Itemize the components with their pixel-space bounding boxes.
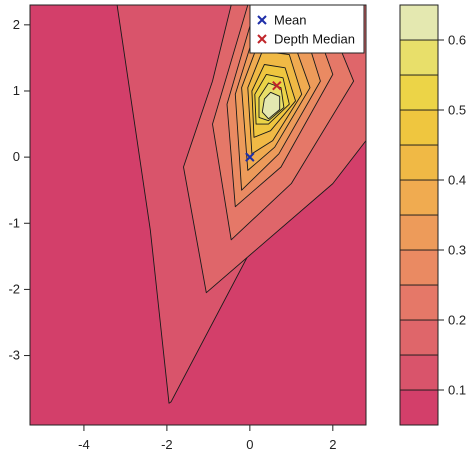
contour-line-0-6 <box>261 91 281 120</box>
colorbar-band <box>399 74 439 111</box>
legend-marker-stroke-b <box>257 34 267 44</box>
colorbar-band <box>399 284 439 321</box>
legend-label: Depth Median <box>274 32 355 47</box>
colorbar-tick-label: 0.6 <box>448 33 466 48</box>
colorbar-band <box>399 109 439 146</box>
plot-panel <box>30 5 366 425</box>
x-axis: -4 -2 0 2 <box>78 425 336 452</box>
colorbar-band <box>399 249 439 286</box>
colorbar-band <box>399 354 439 391</box>
legend-label: Mean <box>274 13 307 28</box>
colorbar-tick-label: 0.5 <box>448 103 466 118</box>
x-tick-label: 0 <box>246 437 253 452</box>
colorbar-band <box>399 214 439 251</box>
colorbar-tick-label: 0.2 <box>448 313 466 328</box>
colorbar-band <box>399 389 439 426</box>
colorbar-band <box>399 39 439 76</box>
depth-median-marker <box>272 80 282 91</box>
mean-marker <box>245 152 255 162</box>
y-tick-label: 0 <box>13 149 20 164</box>
y-tick-label: 1 <box>13 83 20 98</box>
colorbar-tick-label: 0.3 <box>448 243 466 258</box>
colorbar-tick-label: 0.4 <box>448 173 466 188</box>
y-tick-label: 2 <box>13 17 20 32</box>
depth-median-marker-stroke-b <box>272 80 282 91</box>
colorbar: 0.1 0.2 0.3 0.4 0.5 0.6 <box>399 4 466 426</box>
legend: Mean Depth Median <box>249 4 365 54</box>
legend-marker <box>257 15 267 25</box>
colorbar-frame <box>399 4 439 426</box>
x-tick-label: -4 <box>78 437 90 452</box>
y-tick-label: -3 <box>8 348 20 363</box>
legend-box <box>249 4 365 54</box>
colorbar-band <box>399 144 439 181</box>
x-tick-label: 2 <box>329 437 336 452</box>
y-tick-label: -1 <box>8 215 20 230</box>
colorbar-band <box>399 179 439 216</box>
legend-marker <box>257 34 267 44</box>
colorbar-band <box>399 319 439 356</box>
y-axis: -3 -2 -1 0 1 2 <box>8 17 30 363</box>
legend-marker-stroke-b <box>257 15 267 25</box>
x-tick-label: -2 <box>161 437 173 452</box>
colorbar-band <box>399 4 439 41</box>
y-tick-label: -2 <box>8 281 20 296</box>
plot-frame <box>29 4 367 426</box>
colorbar-tick-label: 0.1 <box>448 383 466 398</box>
mean-marker-stroke-b <box>245 152 255 162</box>
